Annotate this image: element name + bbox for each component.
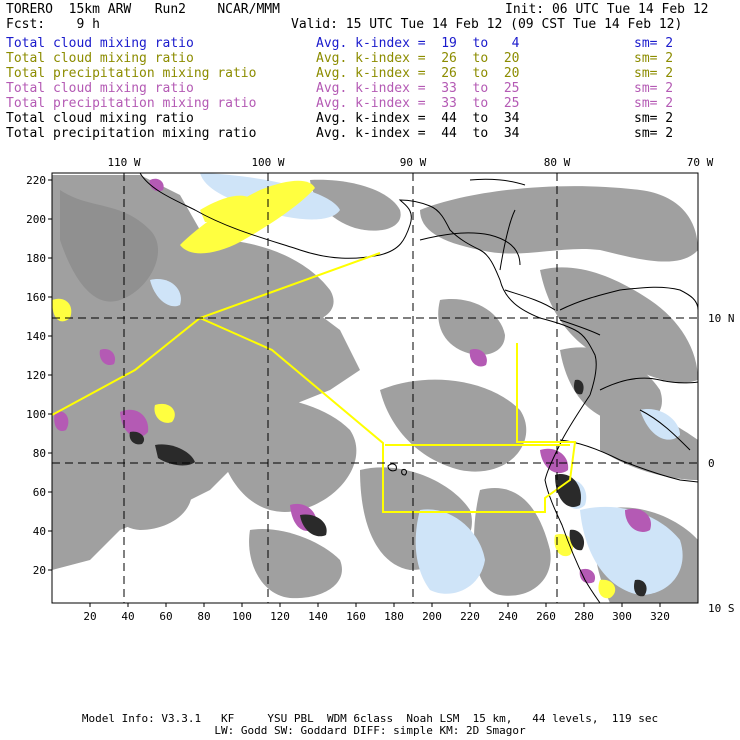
forecast-hour: Fcst: 9 h (6, 17, 100, 32)
field-kindex: Avg. k-index = 44 to 34 (316, 126, 520, 141)
longitude-labels: 110 W 100 W 90 W 80 W 70 W (107, 156, 713, 169)
forecast-map: 110 W 100 W 90 W 80 W 70 W (26, 156, 735, 620)
field-kindex: Avg. k-index = 19 to 4 (316, 36, 520, 51)
field-smoothing: sm= 2 (634, 81, 674, 96)
lat-label: 10 N (708, 312, 735, 325)
run-title: TORERO 15km ARW Run2 NCAR/MMM (6, 2, 280, 17)
x-tick-label: 20 (83, 610, 96, 620)
x-tick-label: 180 (384, 610, 404, 620)
lon-label: 70 W (687, 156, 714, 169)
y-tick-label: 220 (26, 174, 46, 187)
field-row: Total cloud mixing ratio Avg. k-index = … (6, 36, 736, 51)
domain-outline (52, 252, 577, 513)
field-kindex: Avg. k-index = 26 to 20 (316, 66, 520, 81)
x-tick-label: 320 (650, 610, 670, 620)
lon-label: 110 W (107, 156, 140, 169)
x-axis-ticks: 20 40 60 80 100 120 140 160 180 200 220 240 260 280 30… (83, 603, 670, 620)
x-tick-label: 120 (270, 610, 290, 620)
x-tick-label: 240 (498, 610, 518, 620)
x-tick-label: 300 (612, 610, 632, 620)
field-kindex: Avg. k-index = 33 to 25 (316, 96, 520, 111)
field-row: Total cloud mixing ratio Avg. k-index = … (6, 81, 736, 96)
field-row: Total precipitation mixing ratio Avg. k-… (6, 126, 736, 141)
x-tick-label: 260 (536, 610, 556, 620)
coastlines (52, 173, 698, 603)
y-tick-label: 160 (26, 291, 46, 304)
field-name: Total precipitation mixing ratio (6, 126, 257, 141)
field-name: Total cloud mixing ratio (6, 36, 194, 51)
plot-area (52, 173, 698, 603)
x-tick-label: 220 (460, 610, 480, 620)
field-smoothing: sm= 2 (634, 36, 674, 51)
y-tick-label: 60 (33, 486, 46, 499)
field-row: Total cloud mixing ratio Avg. k-index = … (6, 51, 736, 66)
x-tick-label: 40 (121, 610, 134, 620)
map-frame (51, 172, 699, 604)
field-name: Total cloud mixing ratio (6, 51, 194, 66)
x-tick-label: 80 (197, 610, 210, 620)
lat-label: 0 (708, 457, 715, 470)
lon-label: 90 W (400, 156, 427, 169)
init-time: Init: 06 UTC Tue 14 Feb 12 (505, 2, 709, 17)
valid-time: Valid: 15 UTC Tue 14 Feb 12 (09 CST Tue … (291, 17, 683, 32)
y-tick-label: 20 (33, 564, 46, 577)
field-row: Total cloud mixing ratio Avg. k-index = … (6, 111, 736, 126)
x-tick-label: 160 (346, 610, 366, 620)
physics-info: LW: Godd SW: Goddard DIFF: simple KM: 2D… (214, 724, 526, 737)
field-smoothing: sm= 2 (634, 111, 674, 126)
y-tick-label: 40 (33, 525, 46, 538)
y-tick-label: 120 (26, 369, 46, 382)
x-tick-label: 100 (232, 610, 252, 620)
y-tick-label: 100 (26, 408, 46, 421)
field-name: Total cloud mixing ratio (6, 81, 194, 96)
lon-label: 100 W (251, 156, 284, 169)
field-kindex: Avg. k-index = 26 to 20 (316, 51, 520, 66)
field-name: Total precipitation mixing ratio (6, 96, 257, 111)
y-axis-ticks: 220 200 180 160 140 120 100 80 60 40 20 (26, 174, 52, 577)
y-tick-label: 200 (26, 213, 46, 226)
field-name: Total cloud mixing ratio (6, 111, 194, 126)
latitude-labels: 10 N 0 10 S (708, 312, 735, 615)
y-tick-label: 80 (33, 447, 46, 460)
x-tick-label: 200 (422, 610, 442, 620)
magenta-precip (54, 178, 651, 584)
x-tick-label: 60 (159, 610, 172, 620)
lat-lon-grid (52, 173, 698, 603)
field-smoothing: sm= 2 (634, 51, 674, 66)
field-kindex: Avg. k-index = 33 to 25 (316, 81, 520, 96)
lat-label: 10 S (708, 602, 735, 615)
model-info: Model Info: V3.3.1 KF YSU PBL WDM 6class… (81, 712, 659, 725)
x-tick-label: 140 (308, 610, 328, 620)
lon-label: 80 W (544, 156, 571, 169)
yellow-precip (52, 180, 616, 599)
field-smoothing: sm= 2 (634, 66, 674, 81)
field-row: Total precipitation mixing ratio Avg. k-… (6, 66, 736, 81)
field-smoothing: sm= 2 (634, 96, 674, 111)
x-tick-label: 280 (574, 610, 594, 620)
field-kindex: Avg. k-index = 44 to 34 (316, 111, 520, 126)
y-tick-label: 140 (26, 330, 46, 343)
field-row: Total precipitation mixing ratio Avg. k-… (6, 96, 736, 111)
field-name: Total precipitation mixing ratio (6, 66, 257, 81)
field-smoothing: sm= 2 (634, 126, 674, 141)
dense-cloud (129, 379, 647, 597)
y-tick-label: 180 (26, 252, 46, 265)
